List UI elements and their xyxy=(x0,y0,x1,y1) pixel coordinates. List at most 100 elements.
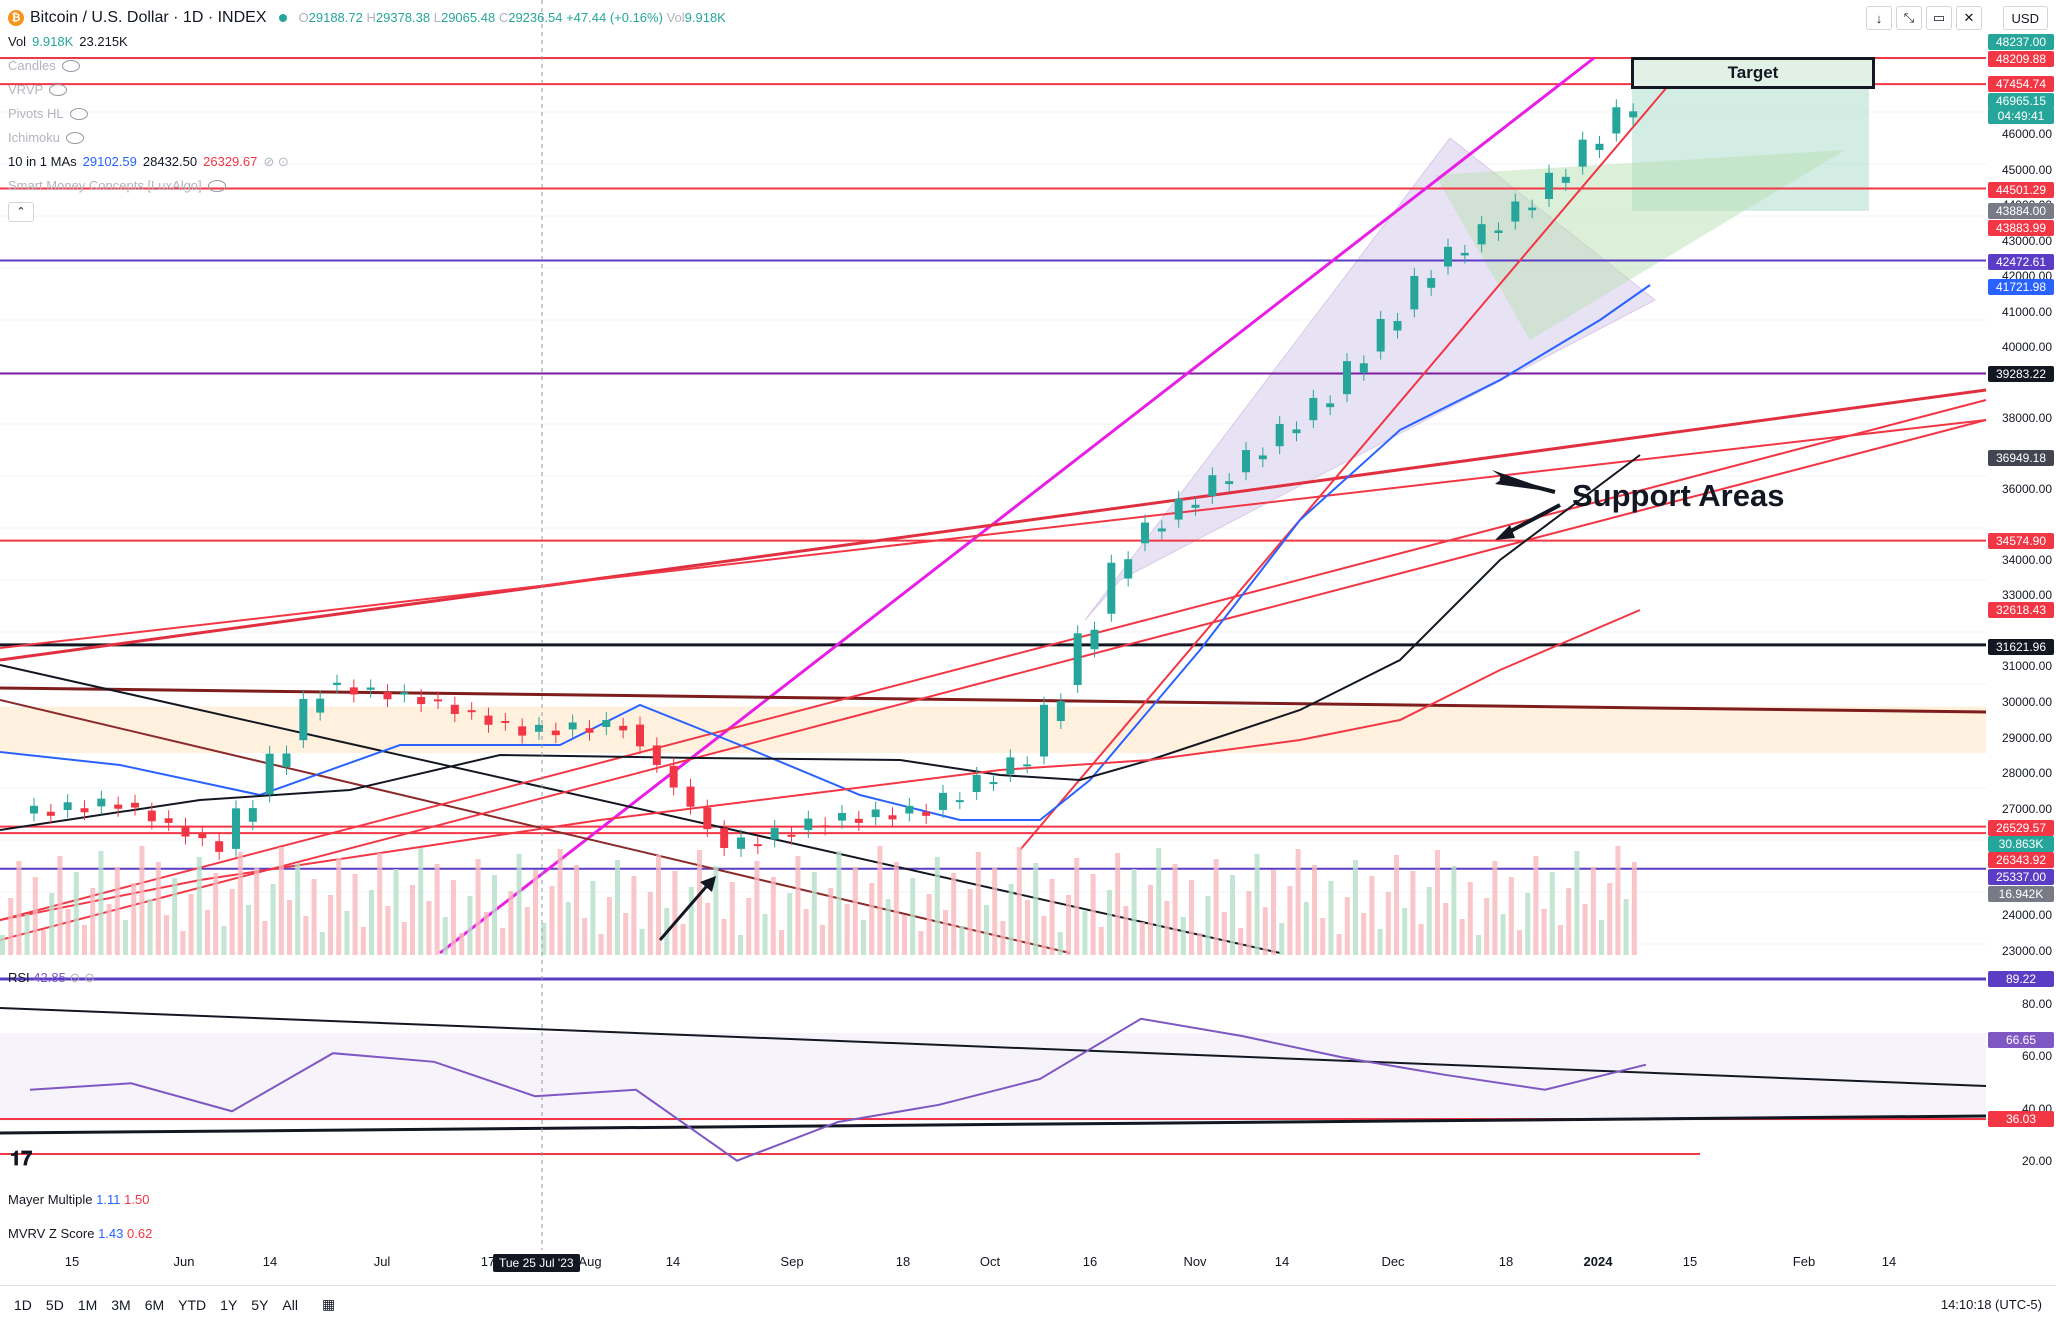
timeframe-5y[interactable]: 5Y xyxy=(251,1296,269,1313)
volume-bar xyxy=(844,904,850,955)
volume-bar xyxy=(713,866,719,955)
arrow-annotation xyxy=(700,876,716,892)
price-tick: 30000.00 xyxy=(2001,695,2052,709)
volume-bar xyxy=(582,918,588,955)
volume-bar xyxy=(1369,876,1375,955)
candle xyxy=(366,687,375,690)
volume-bar xyxy=(943,910,948,955)
volume-bar xyxy=(910,878,916,955)
indicator-smc[interactable]: Smart Money Concepts [LuxAlgo] xyxy=(8,174,726,198)
indicator-pivots[interactable]: Pivots HL xyxy=(8,102,726,126)
move-down-icon[interactable]: ↓ xyxy=(1866,6,1892,30)
volume-bar xyxy=(852,867,858,955)
volume-bar xyxy=(451,880,456,955)
hidden-eye-icon[interactable] xyxy=(66,132,85,144)
rsi-settings-icon[interactable]: ⊙ ⊙ xyxy=(69,970,95,985)
candle xyxy=(1124,559,1133,579)
volume-bar xyxy=(16,861,22,955)
ohlc-values: O29188.72 H29378.38 L29065.48 C29236.54 … xyxy=(298,10,726,25)
volume-bar xyxy=(992,868,998,955)
volume-bar xyxy=(500,928,506,955)
close-icon[interactable]: ✕ xyxy=(1956,6,1982,30)
calendar-icon[interactable]: ▦ xyxy=(321,1296,336,1312)
volume-bar xyxy=(1549,872,1555,955)
candle xyxy=(467,710,476,713)
time-tick: Dec xyxy=(1381,1254,1405,1269)
timeframe-all[interactable]: All xyxy=(282,1296,298,1313)
settings-icon[interactable]: ⊘ ⊙ xyxy=(263,154,289,169)
candle xyxy=(1258,455,1267,460)
volume-bar xyxy=(475,859,481,955)
price-label: 46965.15 xyxy=(1988,93,2054,109)
candle xyxy=(316,698,325,713)
volume-bar xyxy=(123,920,128,955)
time-tick: Oct xyxy=(979,1254,1001,1269)
candle xyxy=(1494,230,1503,233)
volume-bar xyxy=(1459,919,1465,955)
volume-bar xyxy=(549,886,555,955)
volume-bar xyxy=(615,860,620,955)
timeframe-5d[interactable]: 5D xyxy=(45,1296,64,1313)
indicator-vrvp[interactable]: VRVP xyxy=(8,78,726,102)
volume-bar xyxy=(1418,924,1424,955)
candle xyxy=(484,715,493,725)
candle xyxy=(568,722,577,730)
volume-bar xyxy=(1131,869,1137,955)
timeframe-ytd[interactable]: YTD xyxy=(178,1296,207,1313)
candle xyxy=(770,828,779,840)
volume-bar xyxy=(705,903,711,955)
price-tick: 24000.00 xyxy=(2001,908,2052,922)
volume-bar xyxy=(303,916,309,955)
price-tick: 46000.00 xyxy=(2001,127,2052,141)
arrow-annotation xyxy=(1499,476,1556,494)
timeframe-3m[interactable]: 3M xyxy=(111,1296,131,1313)
mvrv-label: MVRV Z Score 1.43 0.62 xyxy=(8,1226,153,1241)
timeframe-1m[interactable]: 1M xyxy=(77,1296,98,1313)
hidden-eye-icon[interactable] xyxy=(207,180,226,192)
rsi-line xyxy=(29,1017,1647,1162)
maximize-icon[interactable]: ▭ xyxy=(1926,6,1952,30)
red-trendline xyxy=(0,419,1987,649)
hidden-eye-icon[interactable] xyxy=(61,60,80,72)
volume-bar xyxy=(828,888,834,955)
volume-bar xyxy=(172,878,178,955)
timeframe-1y[interactable]: 1Y xyxy=(220,1296,238,1313)
candle xyxy=(1056,701,1065,721)
volume-bar xyxy=(533,870,538,955)
candle xyxy=(1545,172,1553,199)
candle xyxy=(871,809,880,818)
volume-bar xyxy=(1320,918,1326,955)
candle xyxy=(1578,139,1587,167)
indicator-candles[interactable]: Candles xyxy=(8,54,726,78)
currency-select[interactable]: USD xyxy=(2002,6,2048,30)
price-label: 42472.61 xyxy=(1988,254,2054,270)
collapse-icon[interactable]: ⤡ xyxy=(1896,6,1922,30)
volume-bar xyxy=(524,907,530,955)
time-axis[interactable]: 15 Jun 14 Jul 17 Aug 14 Sep 18 Oct 16 Nov 14 Dec 18 202… xyxy=(0,1254,2000,1278)
indicator-ichimoku[interactable]: Ichimoku xyxy=(8,126,726,150)
timeframe-1d[interactable]: 1D xyxy=(14,1296,32,1313)
hidden-eye-icon[interactable] xyxy=(49,84,68,96)
candle xyxy=(1612,107,1621,134)
collapse-legend-button[interactable]: ⌃ xyxy=(8,202,34,222)
volume-bar xyxy=(221,926,227,955)
volume-bar xyxy=(877,846,883,955)
volume-bar xyxy=(1566,888,1572,955)
candle xyxy=(1292,429,1301,434)
indicator-mas[interactable]: 10 in 1 MAs 29102.59 28432.50 26329.67 ⊘… xyxy=(8,150,726,174)
volume-bar xyxy=(1541,909,1547,955)
candle xyxy=(1006,757,1015,774)
rsi-price-label: 66.65 xyxy=(1988,1032,2054,1048)
volume-bar xyxy=(1631,862,1637,955)
candle xyxy=(1107,562,1116,614)
timeframe-6m[interactable]: 6M xyxy=(144,1296,165,1313)
volume-bar xyxy=(516,854,522,955)
currency-button[interactable]: USD xyxy=(2002,6,2048,30)
price-axis[interactable]: 80.0060.0040.0020.0046000.0045000.004400… xyxy=(1986,0,2056,1245)
symbol-title[interactable]: Bitcoin / U.S. Dollar · 1D · INDEX xyxy=(30,9,267,26)
candle xyxy=(181,825,190,837)
hidden-eye-icon[interactable] xyxy=(69,108,88,120)
time-tick: 14 xyxy=(262,1254,278,1269)
price-label: 32618.43 xyxy=(1988,602,2054,618)
volume-bar xyxy=(131,883,137,955)
